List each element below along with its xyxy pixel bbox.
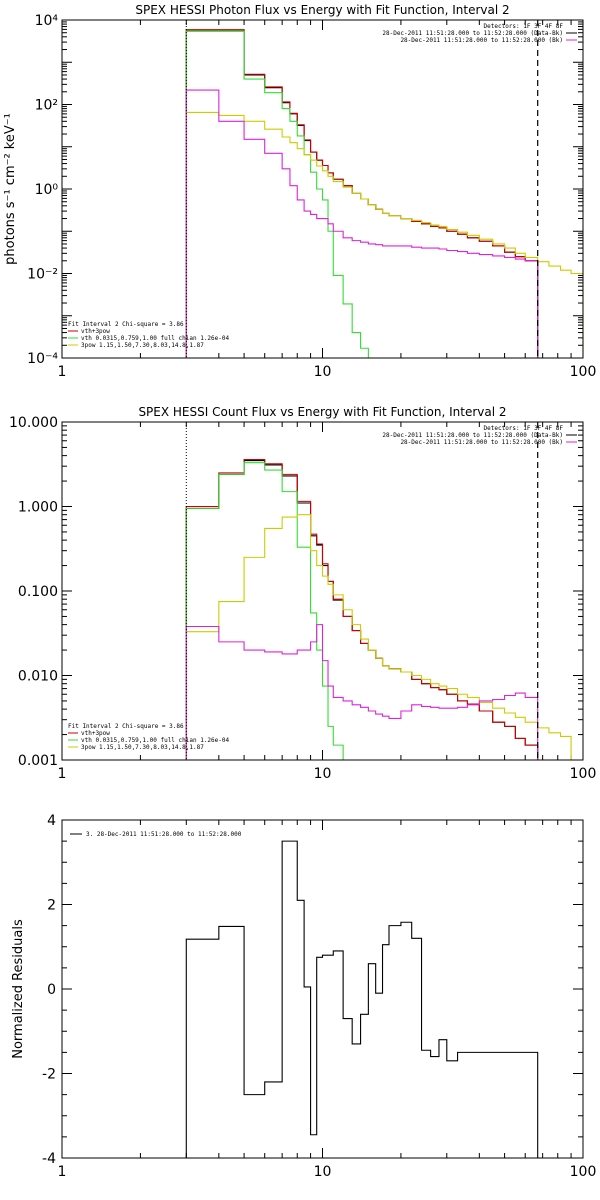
legend-entry: Detectors: 1F 3F 4F 8F xyxy=(484,425,564,432)
y-tick-label: -4 xyxy=(42,1151,56,1167)
x-tick-label: 10 xyxy=(314,1164,332,1180)
chart-title: SPEX HESSI Count Flux vs Energy with Fit… xyxy=(138,405,506,419)
series-line-bk xyxy=(185,89,539,358)
y-tick-label: 10⁻⁴ xyxy=(27,351,58,367)
legend-entry: vth 0.0315,0.759,1.00 full chian 1.26e-0… xyxy=(81,335,229,342)
y-tick-label: 0.001 xyxy=(18,753,58,769)
y-tick-label: -2 xyxy=(42,1067,56,1083)
series-line-data-bk xyxy=(185,459,539,760)
y-tick-label: 1.000 xyxy=(18,500,58,516)
plot-frame xyxy=(61,819,584,1159)
plot-frame xyxy=(61,421,584,761)
y-tick-label: 10⁻² xyxy=(27,267,58,283)
y-axis-label: Normalized Residuals xyxy=(11,919,26,1059)
y-tick-label: 4 xyxy=(47,813,56,829)
legend-entry: 28-Dec-2011 11:51:28.000 to 11:52:28.000… xyxy=(382,30,563,37)
x-tick-label: 1 xyxy=(58,766,67,782)
plot-frame xyxy=(61,19,584,359)
series-group xyxy=(185,458,572,760)
y-tick-label: 0 xyxy=(47,982,56,998)
x-tick-label: 100 xyxy=(570,1164,597,1180)
series-line-residuals xyxy=(185,840,539,1158)
legend-entry: vth+3pow xyxy=(81,328,110,335)
y-tick-label: 0.010 xyxy=(18,669,58,685)
legend-entry: 3pow 1.15,1.50,7.30,8.03,14.8,1.87 xyxy=(81,342,204,349)
chart-title: SPEX HESSI Photon Flux vs Energy with Fi… xyxy=(135,3,509,17)
chart-panel-3: Normalized Residuals 1 10 100 -4 -2 0 2 4 3. 28-D… xyxy=(11,813,596,1180)
series-line-vth-3pow xyxy=(185,458,539,760)
chart-panel-2: SPEX HESSI Count Flux vs Energy with Fit… xyxy=(9,405,596,782)
legend-entry: Fit Interval 2 Chi-square = 3.86 xyxy=(68,723,184,730)
y-axis-label: photons s⁻¹ cm⁻² keV⁻¹ xyxy=(3,113,18,265)
y-tick-label: 10⁰ xyxy=(35,182,59,198)
legend-entry: 28-Dec-2011 11:51:28.000 to 11:52:28.000… xyxy=(382,432,563,439)
series-group xyxy=(185,840,539,1158)
x-tick-label: 1 xyxy=(58,364,67,380)
y-tick-label: 10.000 xyxy=(9,415,58,431)
x-tick-label: 100 xyxy=(570,766,597,782)
legend-entry: Fit Interval 2 Chi-square = 3.86 xyxy=(68,321,184,328)
series-group xyxy=(185,29,583,358)
x-tick-label: 10 xyxy=(314,364,332,380)
legend-entry: vth 0.0315,0.759,1.00 full chian 1.26e-0… xyxy=(81,737,229,744)
series-line-vth-3pow xyxy=(185,29,539,358)
y-tick-label: 10⁴ xyxy=(35,13,59,29)
y-tick-label: 10² xyxy=(35,98,58,114)
legend-entry: 28-Dec-2011 11:51:28.000 to 11:52:28.000… xyxy=(400,37,563,44)
series-line-3pow xyxy=(185,514,572,760)
legend-entry: vth+3pow xyxy=(81,730,110,737)
series-line-3pow xyxy=(185,111,583,358)
x-tick-label: 1 xyxy=(58,1164,67,1180)
x-tick-label: 10 xyxy=(314,766,332,782)
series-line-bk xyxy=(185,624,539,760)
series-line-vth xyxy=(185,30,369,358)
series-line-vth xyxy=(185,462,361,760)
legend-entry: 3pow 1.15,1.50,7.30,8.03,14.8,1.87 xyxy=(81,744,204,751)
series-line-data-bk xyxy=(185,29,539,358)
chart-panel-1: SPEX HESSI Photon Flux vs Energy with Fi… xyxy=(3,3,596,380)
y-tick-label: 2 xyxy=(47,898,56,914)
y-tick-label: 0.100 xyxy=(18,584,58,600)
x-tick-label: 100 xyxy=(570,364,597,380)
legend-entry: 28-Dec-2011 11:51:28.000 to 11:52:28.000… xyxy=(400,439,563,446)
legend-entry: 3. 28-Dec-2011 11:51:28.000 to 11:52:28.… xyxy=(86,831,242,838)
legend-entry: Detectors: 1F 3F 4F 8F xyxy=(484,23,564,30)
